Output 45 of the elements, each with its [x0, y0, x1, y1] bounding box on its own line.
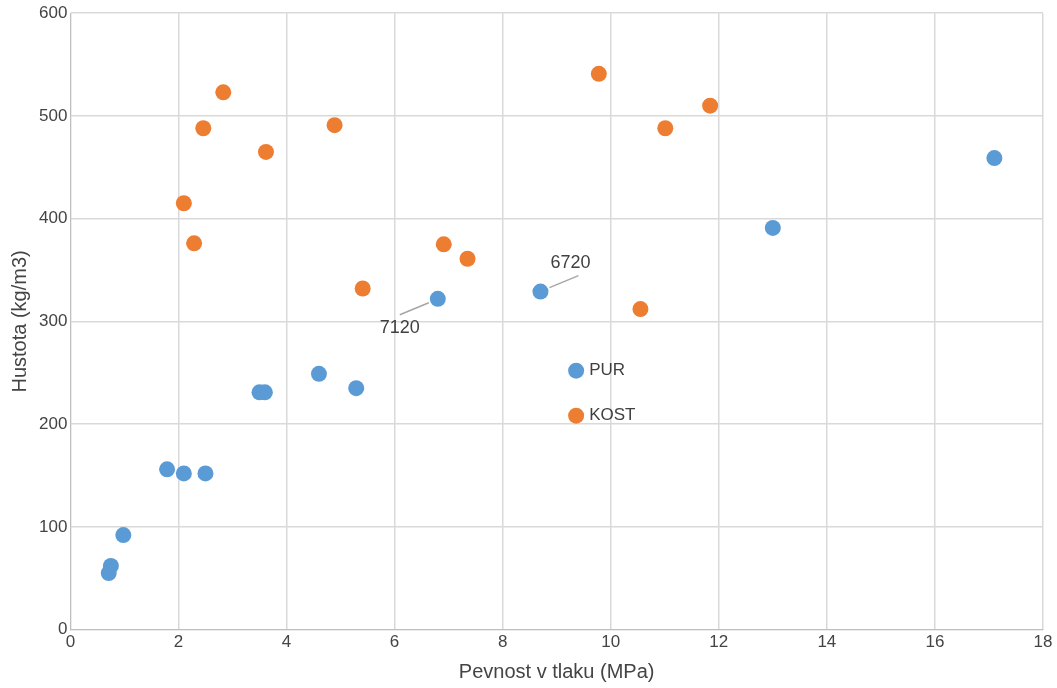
y-tick-label: 300: [38, 311, 68, 331]
point: [764, 219, 781, 236]
legend-label: PUR: [589, 360, 626, 380]
y-tick-label: 600: [38, 2, 68, 22]
x-tick-label: 6: [389, 632, 400, 652]
y-tick-label: 400: [38, 208, 68, 228]
point: [215, 84, 232, 101]
point: [348, 380, 365, 397]
point: [310, 365, 327, 382]
point: [102, 557, 119, 574]
point: [429, 290, 446, 307]
y-tick-label: 500: [38, 105, 68, 125]
point: [115, 527, 132, 544]
point: [986, 150, 1003, 167]
point: [186, 235, 203, 252]
point: [435, 236, 452, 253]
x-tick-label: 16: [925, 632, 945, 652]
x-tick-label: 2: [173, 632, 184, 652]
x-tick-label: 12: [709, 632, 729, 652]
x-tick-label: 14: [817, 632, 837, 652]
point: [197, 465, 214, 482]
point: [354, 280, 371, 297]
point: [175, 195, 192, 212]
point: [632, 301, 649, 318]
y-tick-label: 200: [38, 413, 68, 433]
point: [159, 461, 176, 478]
x-tick-label: 18: [1033, 632, 1053, 652]
point: [459, 250, 476, 267]
point: [326, 117, 343, 134]
annotation: 6720: [550, 251, 591, 272]
x-tick-label: 10: [601, 632, 621, 652]
x-tick-label: 4: [281, 632, 292, 652]
point: [657, 120, 674, 137]
point: [257, 143, 274, 160]
point: [590, 65, 607, 82]
y-axis-title: Hustota (kg/m3): [7, 250, 30, 393]
x-tick-label: 8: [497, 632, 508, 652]
annotation: 7120: [379, 316, 420, 337]
point: [532, 283, 549, 300]
point: [175, 465, 192, 482]
point: [702, 97, 719, 114]
x-axis-title: Pevnost v tlaku (MPa): [458, 659, 655, 682]
legend-label: KOST: [589, 405, 636, 425]
y-tick-label: 100: [38, 516, 68, 536]
point: [195, 120, 212, 137]
